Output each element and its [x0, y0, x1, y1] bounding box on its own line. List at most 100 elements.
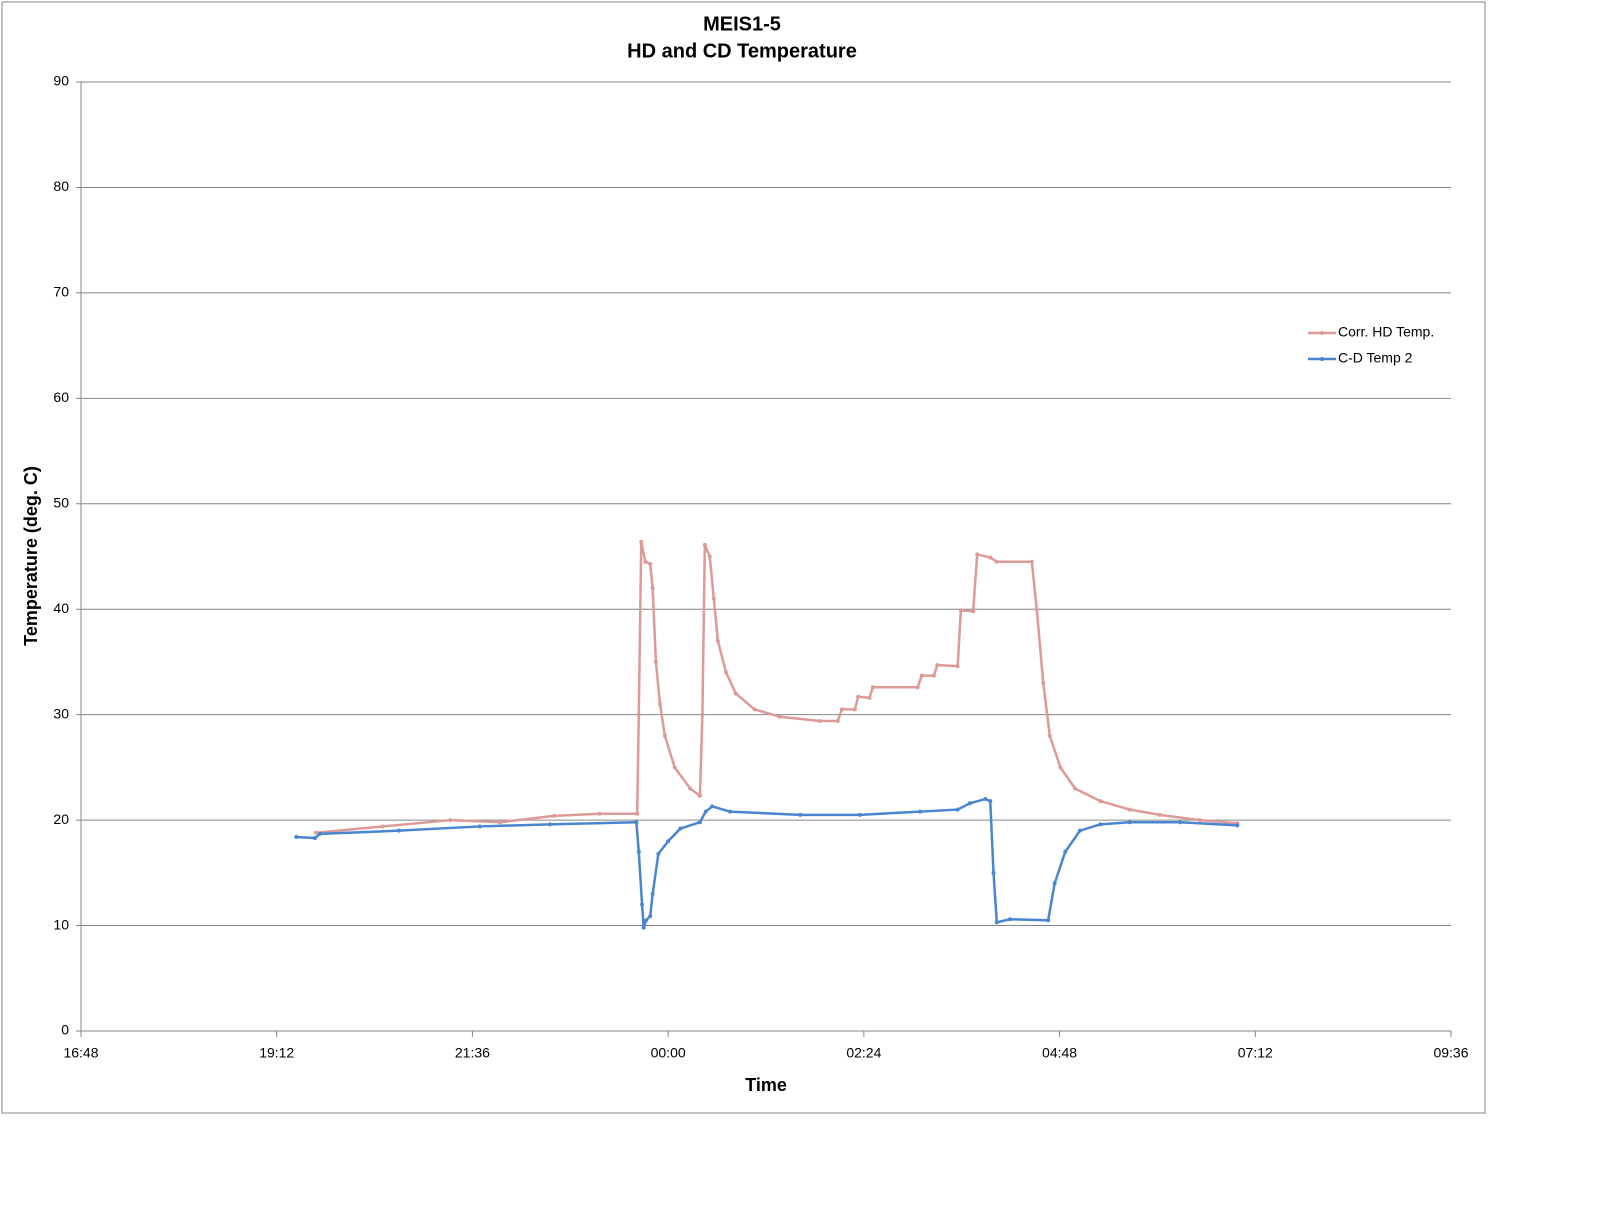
data-point	[597, 811, 602, 816]
data-point	[703, 809, 708, 814]
data-point	[1077, 828, 1082, 833]
data-point	[313, 830, 318, 835]
data-point	[648, 561, 653, 566]
data-point	[975, 552, 980, 557]
x-tick-label: 02:24	[846, 1045, 881, 1061]
y-tick-label: 40	[53, 600, 69, 616]
chart-title: MEIS1-5	[703, 13, 781, 35]
data-point	[1034, 607, 1039, 612]
data-point	[711, 596, 716, 601]
y-tick-label: 20	[53, 811, 69, 827]
data-point	[724, 670, 729, 675]
data-point	[700, 712, 705, 717]
data-point	[1046, 918, 1051, 923]
data-point	[688, 786, 693, 791]
data-point	[657, 702, 662, 707]
data-point	[641, 925, 646, 930]
data-point	[678, 826, 683, 831]
data-point	[715, 638, 720, 643]
data-point	[662, 733, 667, 738]
data-point	[991, 870, 996, 875]
data-point	[1098, 799, 1103, 804]
y-tick-label: 60	[53, 389, 69, 405]
data-point	[656, 851, 661, 856]
data-point	[666, 839, 671, 844]
data-point	[1058, 765, 1063, 770]
data-point	[733, 691, 738, 696]
data-point	[918, 809, 923, 814]
data-point	[650, 586, 655, 591]
data-point	[650, 891, 655, 896]
data-point	[857, 812, 862, 817]
legend-label: Corr. HD Temp.	[1338, 324, 1434, 340]
data-point	[752, 707, 757, 712]
data-point	[935, 663, 940, 668]
data-point	[702, 542, 707, 547]
chart-subtitle: HD and CD Temperature	[627, 40, 857, 62]
data-point	[477, 824, 482, 829]
data-point	[448, 818, 453, 823]
data-point	[313, 836, 318, 841]
data-point	[835, 718, 840, 723]
data-point	[498, 820, 503, 825]
y-tick-label: 10	[53, 916, 69, 932]
data-point	[636, 712, 641, 717]
chart-border	[1, 1, 1486, 1114]
data-point	[971, 609, 976, 614]
data-point	[1007, 917, 1012, 922]
data-point	[856, 694, 861, 699]
data-point	[697, 793, 702, 798]
data-point	[294, 834, 299, 839]
data-point	[1197, 818, 1202, 823]
data-point	[955, 807, 960, 812]
y-tick-label: 0	[61, 1022, 69, 1038]
data-point	[852, 707, 857, 712]
y-tick-label: 90	[53, 73, 69, 89]
series-line	[296, 797, 1238, 929]
data-point	[1178, 820, 1183, 825]
data-point	[653, 659, 658, 664]
data-point	[958, 608, 963, 613]
data-point	[636, 849, 641, 854]
data-point	[547, 822, 552, 827]
data-point	[919, 673, 924, 678]
data-point	[983, 797, 988, 802]
x-tick-label: 09:36	[1433, 1045, 1468, 1061]
data-point	[551, 813, 556, 818]
data-point	[710, 804, 715, 809]
data-point	[644, 918, 649, 923]
data-point	[988, 799, 993, 804]
data-point	[1157, 812, 1162, 817]
data-point	[672, 765, 677, 770]
data-point	[1052, 881, 1057, 886]
data-point	[643, 559, 648, 564]
data-point	[1073, 786, 1078, 791]
data-point	[994, 559, 999, 564]
data-point	[1029, 559, 1034, 564]
x-tick-label: 04:48	[1042, 1045, 1077, 1061]
data-point	[1127, 820, 1132, 825]
y-tick-label: 80	[53, 178, 69, 194]
y-axis-label: Temperature (deg. C)	[21, 466, 41, 646]
data-point	[867, 695, 872, 700]
x-tick-label: 21:36	[455, 1045, 490, 1061]
data-point	[397, 828, 402, 833]
data-point	[697, 820, 702, 825]
data-point	[640, 902, 645, 907]
data-point	[648, 914, 653, 919]
data-point	[1047, 733, 1052, 738]
y-tick-label: 50	[53, 494, 69, 510]
data-point	[1235, 823, 1240, 828]
data-point	[994, 920, 999, 925]
data-point	[839, 707, 844, 712]
legend-marker	[1320, 331, 1324, 335]
data-point	[931, 673, 936, 678]
data-point	[1098, 822, 1103, 827]
data-point	[870, 685, 875, 690]
data-point	[634, 820, 639, 825]
legend-label: C-D Temp 2	[1338, 350, 1413, 366]
x-tick-label: 16:48	[63, 1045, 98, 1061]
data-point	[728, 809, 733, 814]
